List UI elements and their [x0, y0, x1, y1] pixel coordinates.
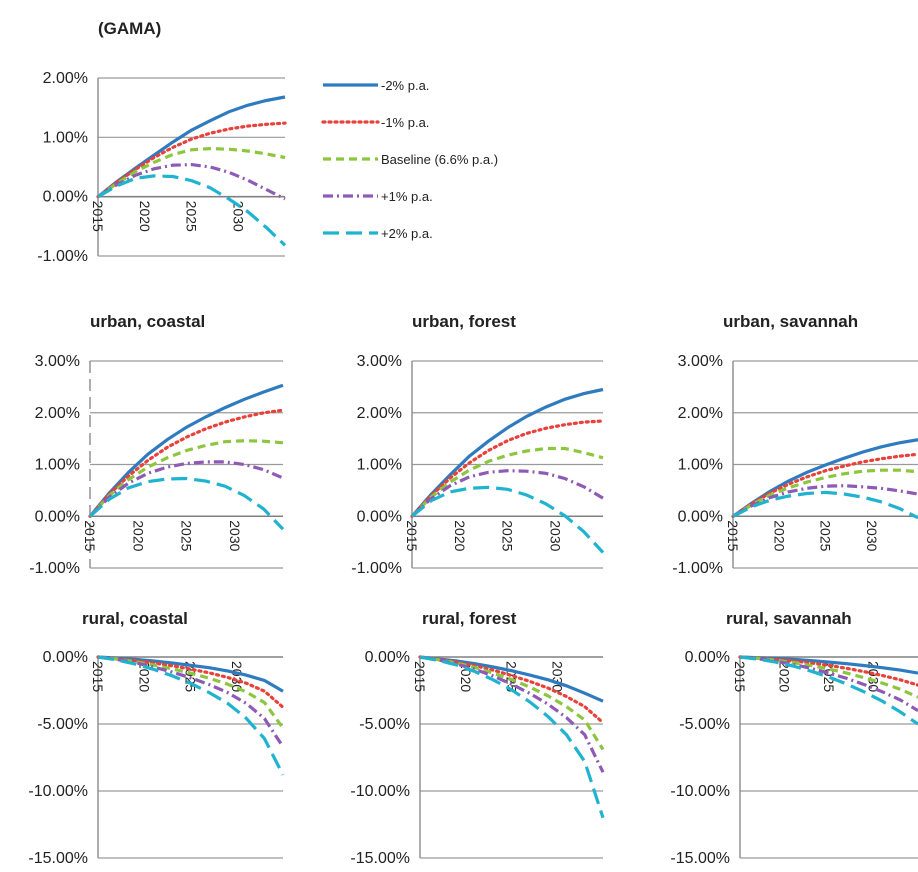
legend: -2% p.a. -1% p.a. Baseline (6.6% p.a.) +1% … — [321, 78, 498, 241]
series-line — [739, 655, 918, 726]
x-tick-label: 2020 — [452, 520, 468, 551]
series-line — [97, 162, 286, 201]
y-tick-label: 1.00% — [678, 457, 723, 474]
legend-label: -2% p.a. — [381, 78, 429, 93]
series-line — [88, 383, 284, 518]
y-tick-label: -1.00% — [37, 248, 88, 265]
y-tick-label: 0.00% — [685, 649, 730, 666]
x-tick-label: 2015 — [725, 520, 741, 551]
y-tick-label: -10.00% — [28, 783, 88, 800]
series-line — [419, 655, 605, 819]
x-tick-label: 2025 — [500, 520, 516, 551]
y-tick-label: -15.00% — [350, 850, 410, 867]
series-line — [419, 655, 605, 773]
series-line — [97, 174, 287, 247]
x-tick-label: 2015 — [404, 520, 420, 551]
series-line — [410, 419, 605, 518]
panel-rural-coastal: rural, coastal 0.00% -5.00% -10.00% -15.00% 2… — [28, 609, 285, 867]
x-tick-label: 2030 — [864, 520, 880, 551]
y-tick-label: 3.00% — [678, 353, 723, 370]
y-tick-label: 1.00% — [43, 129, 88, 146]
y-tick-label: -5.00% — [37, 716, 88, 733]
y-tick-label: 0.00% — [357, 508, 402, 525]
y-tick-label: -1.00% — [672, 560, 723, 577]
y-tick-label: -5.00% — [359, 716, 410, 733]
y-tick-label: -1.00% — [29, 560, 80, 577]
x-tick-label: 2030 — [547, 520, 563, 551]
y-tick-label: -15.00% — [28, 850, 88, 867]
series-line — [97, 655, 285, 729]
panel-title: (GAMA) — [98, 19, 161, 38]
legend-label: -1% p.a. — [381, 115, 429, 130]
x-tick-label: 2015 — [412, 661, 428, 692]
series-line — [410, 446, 604, 518]
series-line — [88, 476, 285, 531]
x-tick-label: 2030 — [229, 661, 245, 692]
y-tick-label: 2.00% — [357, 405, 402, 422]
panel-title: rural, forest — [422, 609, 517, 628]
x-tick-label: 2015 — [90, 201, 106, 232]
series-line — [88, 439, 284, 518]
series-line — [410, 387, 604, 518]
series-line — [97, 146, 286, 199]
x-tick-label: 2015 — [732, 661, 748, 692]
x-tick-label: 2015 — [90, 661, 106, 692]
y-tick-label: 2.00% — [678, 405, 723, 422]
panel-rural-forest: rural, forest 0.00% -5.00% -10.00% -15.00% 20… — [350, 609, 605, 867]
y-tick-label: 0.00% — [43, 649, 88, 666]
panel-rural-savannah: rural, savannah 0.00% -5.00% -10.00% -15.00%… — [670, 609, 918, 867]
series-line — [732, 468, 918, 518]
y-tick-label: 0.00% — [365, 649, 410, 666]
y-tick-label: 1.00% — [357, 457, 402, 474]
y-tick-label: 1.00% — [35, 457, 80, 474]
y-tick-label: 0.00% — [43, 189, 88, 206]
x-tick-label: 2015 — [82, 520, 98, 551]
x-tick-label: 2030 — [227, 520, 243, 551]
y-tick-label: 0.00% — [678, 508, 723, 525]
series-line — [88, 408, 285, 518]
y-tick-label: 2.00% — [35, 405, 80, 422]
series-line — [97, 655, 285, 748]
panel-title: rural, savannah — [726, 609, 852, 628]
x-tick-label: 2025 — [179, 520, 195, 551]
y-tick-label: -15.00% — [670, 850, 730, 867]
panel-title: urban, forest — [412, 312, 516, 331]
y-tick-label: -5.00% — [679, 716, 730, 733]
x-tick-label: 2030 — [866, 661, 882, 692]
series-line — [410, 485, 605, 554]
legend-label: +2% p.a. — [381, 226, 433, 241]
x-tick-label: 2020 — [130, 520, 146, 551]
series-line — [88, 460, 284, 518]
legend-label: +1% p.a. — [381, 189, 433, 204]
x-tick-label: 2025 — [818, 520, 834, 551]
panel-title: urban, coastal — [90, 312, 205, 331]
panel-title: urban, savannah — [723, 312, 858, 331]
panel-urban-coastal: urban, coastal 3.00% 2.00% 1.00% 0.00% -1.00%… — [29, 312, 285, 577]
x-tick-label: 2020 — [777, 661, 793, 692]
series-line — [732, 490, 918, 520]
y-tick-label: 0.00% — [35, 508, 80, 525]
panel-urban-forest: urban, forest3.00%2.00%1.00%0.00%-1.00%2… — [351, 312, 605, 577]
y-tick-label: 2.00% — [43, 70, 88, 87]
series-line — [96, 121, 287, 199]
x-tick-label: 2030 — [230, 201, 246, 232]
y-tick-label: 3.00% — [35, 353, 80, 370]
x-tick-label: 2025 — [184, 201, 200, 232]
x-tick-label: 2020 — [137, 201, 153, 232]
y-tick-label: -1.00% — [351, 560, 402, 577]
y-tick-label: -10.00% — [350, 783, 410, 800]
panel-gama: (GAMA) 2.00% 1.00% 0.00% -1.00%2015 2020 2025 2… — [37, 19, 287, 265]
y-tick-label: -10.00% — [670, 783, 730, 800]
series-line — [731, 452, 918, 518]
series-line — [97, 655, 285, 776]
series-line — [732, 484, 918, 518]
x-tick-label: 2020 — [771, 520, 787, 551]
legend-label: Baseline (6.6% p.a.) — [381, 152, 498, 167]
series-line — [410, 469, 604, 518]
panel-title: rural, coastal — [82, 609, 188, 628]
panel-urban-savannah: urban, savannah 3.00% 2.00% 1.00% 0.00% -1.00… — [672, 312, 918, 577]
x-tick-label: 2030 — [549, 661, 565, 692]
y-tick-label: 3.00% — [357, 353, 402, 370]
